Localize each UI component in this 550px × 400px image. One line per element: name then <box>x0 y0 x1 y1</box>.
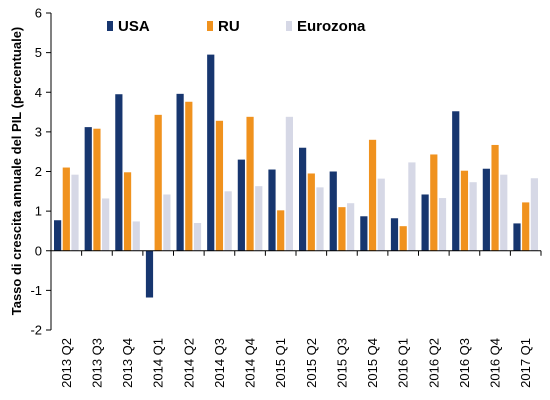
legend-swatch-usa <box>107 21 113 31</box>
bar-eurozona-2015-q2 <box>316 187 324 251</box>
bar-eurozona-2016-q4 <box>500 174 508 251</box>
bar-usa-2013-q4 <box>115 94 123 251</box>
y-axis-title: Tasso di crescita annuale del PIL (perce… <box>9 27 24 316</box>
x-tick-label: 2013 Q3 <box>89 338 104 388</box>
x-tick-label: 2014 Q4 <box>243 338 258 388</box>
x-tick-label: 2016 Q1 <box>396 338 411 388</box>
x-tick-label: 2014 Q1 <box>151 338 166 388</box>
bar-eurozona-2015-q3 <box>347 203 355 251</box>
bar-eurozona-2017-q1 <box>530 178 538 251</box>
x-tick-label: 2017 Q1 <box>518 338 533 388</box>
y-tick-label: 5 <box>35 45 42 60</box>
y-tick-label: 0 <box>35 243 42 258</box>
bar-eurozona-2013-q4 <box>132 221 140 251</box>
bar-usa-2013-q2 <box>54 220 62 251</box>
y-tick-label: 3 <box>35 124 42 139</box>
y-tick-label: 2 <box>35 164 42 179</box>
bar-ru-2016-q3 <box>460 170 469 251</box>
bar-eurozona-2016-q3 <box>469 182 477 251</box>
x-tick-label: 2015 Q2 <box>304 338 319 388</box>
x-tick-label: 2016 Q4 <box>488 338 503 388</box>
bar-usa-2016-q4 <box>482 168 490 251</box>
y-tick-label: 1 <box>35 204 42 219</box>
bar-ru-2017-q1 <box>522 202 530 251</box>
bar-ru-2016-q2 <box>430 154 438 251</box>
bar-eurozona-2014-q2 <box>193 223 202 251</box>
bar-ru-2014-q4 <box>246 116 254 251</box>
legend-label-usa: USA <box>118 18 150 35</box>
bar-ru-2016-q4 <box>491 144 499 251</box>
bar-usa-2015-q4 <box>360 216 368 251</box>
legend-label-eurozona: Eurozona <box>297 18 366 35</box>
x-tick-label: 2014 Q2 <box>181 338 196 388</box>
y-tick-label: -1 <box>30 283 42 298</box>
bar-usa-2015-q1 <box>268 169 276 251</box>
legend-swatch-ru <box>207 21 213 31</box>
x-tick-label: 2013 Q2 <box>59 338 74 388</box>
bar-ru-2015-q1 <box>277 210 285 251</box>
y-tick-label: 4 <box>35 85 42 100</box>
bar-eurozona-2015-q1 <box>285 116 293 251</box>
x-tick-label: 2015 Q3 <box>334 338 349 388</box>
bar-ru-2015-q3 <box>338 207 346 251</box>
bar-usa-2015-q3 <box>329 171 337 251</box>
y-tick-label: 6 <box>35 6 42 21</box>
bar-usa-2016-q3 <box>452 111 460 251</box>
bar-ru-2016-q1 <box>399 226 407 251</box>
y-tick-label: -2 <box>30 323 42 338</box>
bar-eurozona-2014-q3 <box>224 191 232 251</box>
bar-usa-2015-q2 <box>299 147 307 251</box>
x-tick-label: 2013 Q4 <box>120 338 135 388</box>
bar-ru-2014-q2 <box>185 101 193 251</box>
x-tick-label: 2015 Q4 <box>365 338 380 388</box>
x-axis: 2013 Q2 2013 Q3 2013 Q4 2014 Q1 2014 Q2 2014 … <box>50 250 542 388</box>
bar-usa-2014-q2 <box>176 93 184 251</box>
bars <box>54 54 538 298</box>
x-tick-label: 2016 Q2 <box>426 338 441 388</box>
bar-ru-2014-q1 <box>154 114 162 251</box>
bar-usa-2013-q3 <box>84 127 92 251</box>
x-tick-label: 2014 Q3 <box>212 338 227 388</box>
bar-ru-2014-q3 <box>215 120 224 251</box>
bar-ru-2015-q4 <box>368 139 377 251</box>
bar-usa-2014-q1 <box>145 250 154 298</box>
y-axis: -2 -1 0 1 2 3 4 5 6 <box>30 6 52 338</box>
legend: USA RU Eurozona <box>107 18 366 35</box>
bar-eurozona-2015-q4 <box>377 178 385 251</box>
bar-usa-2014-q4 <box>237 159 245 251</box>
legend-swatch-eurozona <box>286 21 292 31</box>
bar-usa-2016-q1 <box>390 218 399 251</box>
bar-eurozona-2014-q1 <box>163 194 171 251</box>
bar-ru-2013-q3 <box>93 128 101 251</box>
bar-ru-2013-q2 <box>62 167 70 251</box>
bar-usa-2016-q2 <box>421 194 429 251</box>
bar-ru-2013-q4 <box>123 172 132 251</box>
bar-usa-2017-q1 <box>513 223 521 251</box>
bar-eurozona-2013-q2 <box>71 174 79 251</box>
x-tick-label: 2016 Q3 <box>457 338 472 388</box>
bar-eurozona-2016-q1 <box>408 162 416 251</box>
bar-eurozona-2013-q3 <box>102 198 110 251</box>
bar-eurozona-2016-q2 <box>438 198 447 251</box>
bar-ru-2015-q2 <box>307 173 315 251</box>
bar-eurozona-2014-q4 <box>255 186 263 251</box>
bar-usa-2014-q3 <box>207 54 215 251</box>
legend-label-ru: RU <box>218 18 240 35</box>
x-tick-label: 2015 Q1 <box>273 338 288 388</box>
